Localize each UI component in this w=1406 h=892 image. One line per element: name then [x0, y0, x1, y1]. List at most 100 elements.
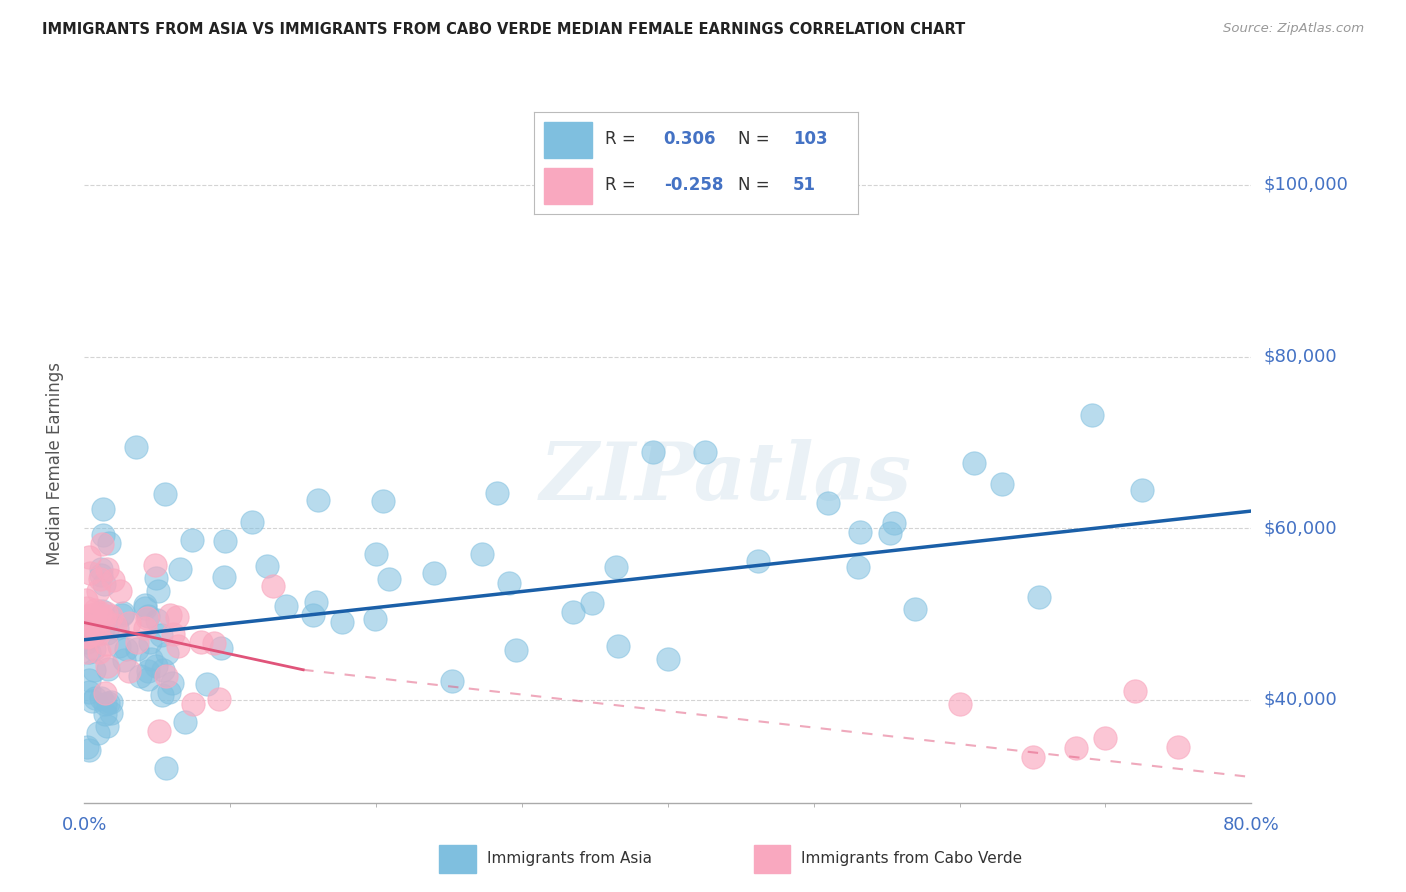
Point	[605, 560, 627, 574]
Bar	[754, 845, 790, 872]
Point	[129, 669, 152, 683]
Point	[101, 574, 124, 588]
Point	[79, 566, 101, 580]
Text: -0.258: -0.258	[664, 177, 723, 194]
Point	[110, 584, 132, 599]
Text: $80,000: $80,000	[1263, 348, 1337, 366]
Point	[274, 599, 297, 614]
Text: 51: 51	[793, 177, 815, 194]
Point	[108, 639, 131, 653]
Point	[166, 610, 188, 624]
Point	[104, 617, 127, 632]
Point	[155, 669, 177, 683]
Text: Immigrants from Asia: Immigrants from Asia	[486, 851, 652, 866]
Point	[1130, 483, 1153, 497]
Point	[1021, 749, 1043, 764]
Point	[157, 684, 180, 698]
Point	[79, 549, 101, 564]
Point	[363, 612, 385, 626]
Point	[100, 608, 122, 623]
Point	[422, 566, 444, 580]
Point	[849, 524, 872, 539]
Point	[262, 579, 284, 593]
Point	[96, 719, 118, 733]
Point	[209, 640, 232, 655]
Point	[76, 631, 98, 645]
Point	[83, 641, 105, 656]
Point	[91, 527, 114, 541]
Point	[150, 688, 173, 702]
Point	[77, 629, 100, 643]
Point	[202, 636, 225, 650]
Point	[136, 611, 159, 625]
Point	[86, 617, 108, 632]
Point	[89, 606, 111, 620]
Point	[606, 639, 628, 653]
Point	[159, 608, 181, 623]
Text: N =: N =	[738, 177, 769, 194]
Point	[302, 607, 325, 622]
Point	[117, 664, 139, 678]
Point	[96, 625, 118, 640]
Point	[125, 642, 148, 657]
Point	[96, 637, 118, 651]
Point	[94, 606, 117, 620]
Point	[97, 662, 120, 676]
Point	[643, 445, 665, 459]
Point	[486, 485, 509, 500]
Point	[87, 645, 110, 659]
Point	[879, 525, 901, 540]
Text: R =: R =	[606, 177, 636, 194]
Point	[111, 606, 134, 620]
Point	[208, 692, 231, 706]
Point	[134, 621, 156, 635]
Point	[153, 487, 176, 501]
Point	[134, 598, 156, 612]
Point	[83, 626, 105, 640]
Point	[214, 533, 236, 548]
Point	[105, 621, 128, 635]
Point	[77, 684, 100, 698]
Point	[747, 554, 769, 568]
Point	[79, 645, 101, 659]
Point	[79, 631, 101, 645]
Point	[125, 635, 148, 649]
Text: IMMIGRANTS FROM ASIA VS IMMIGRANTS FROM CABO VERDE MEDIAN FEMALE EARNINGS CORREL: IMMIGRANTS FROM ASIA VS IMMIGRANTS FROM …	[42, 22, 966, 37]
Text: 0.306: 0.306	[664, 130, 716, 148]
Point	[1123, 684, 1146, 698]
Text: Source: ZipAtlas.com: Source: ZipAtlas.com	[1223, 22, 1364, 36]
Point	[80, 694, 103, 708]
Point	[91, 502, 114, 516]
Point	[377, 572, 399, 586]
Point	[118, 615, 141, 630]
Point	[87, 726, 110, 740]
Point	[1167, 740, 1189, 755]
Point	[162, 627, 184, 641]
Point	[195, 677, 218, 691]
Point	[82, 616, 104, 631]
Bar	[544, 168, 592, 204]
Point	[190, 634, 212, 648]
Point	[146, 613, 169, 627]
Point	[169, 562, 191, 576]
Point	[143, 558, 166, 572]
Point	[817, 496, 839, 510]
Point	[75, 645, 97, 659]
Point	[94, 706, 117, 721]
Point	[90, 567, 112, 582]
Point	[90, 562, 112, 576]
Text: $100,000: $100,000	[1263, 176, 1348, 194]
Point	[152, 664, 174, 678]
Point	[657, 651, 679, 665]
Point	[695, 444, 717, 458]
Bar	[439, 845, 475, 872]
Point	[441, 674, 464, 689]
Point	[77, 673, 100, 688]
Point	[75, 593, 97, 607]
Text: N =: N =	[738, 130, 769, 148]
Point	[76, 601, 98, 615]
Point	[82, 619, 104, 633]
Point	[150, 628, 173, 642]
Y-axis label: Median Female Earnings: Median Female Earnings	[45, 362, 63, 566]
Point	[77, 617, 100, 632]
